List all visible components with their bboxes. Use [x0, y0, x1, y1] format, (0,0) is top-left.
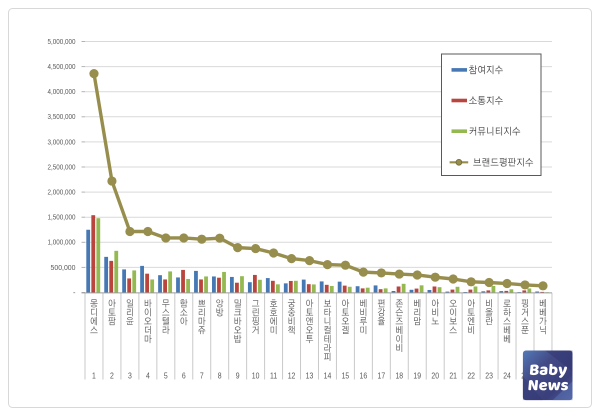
- svg-text:2: 2: [110, 371, 114, 381]
- svg-text:23: 23: [485, 371, 493, 381]
- svg-text:22: 22: [467, 371, 475, 381]
- svg-text:21: 21: [449, 371, 457, 381]
- svg-text:19: 19: [413, 371, 421, 381]
- svg-text:11: 11: [270, 371, 277, 381]
- svg-text:12: 12: [288, 371, 296, 381]
- svg-text:24: 24: [503, 371, 511, 381]
- svg-text:15: 15: [342, 371, 350, 381]
- svg-text:1: 1: [92, 371, 96, 381]
- svg-text:2,500,000: 2,500,000: [48, 162, 76, 171]
- svg-text:3: 3: [128, 371, 132, 381]
- svg-text:20: 20: [431, 371, 439, 381]
- svg-text:4,000,000: 4,000,000: [48, 87, 76, 96]
- svg-text:500,000: 500,000: [51, 263, 76, 272]
- svg-text:17: 17: [378, 371, 386, 381]
- svg-text:14: 14: [324, 371, 332, 381]
- svg-text:7: 7: [200, 371, 204, 381]
- svg-text:1,500,000: 1,500,000: [48, 213, 76, 222]
- svg-text:9: 9: [236, 371, 240, 381]
- svg-text:18: 18: [395, 371, 403, 381]
- svg-text:3,500,000: 3,500,000: [48, 112, 76, 121]
- svg-text:5: 5: [164, 371, 168, 381]
- svg-text:4,500,000: 4,500,000: [48, 62, 76, 71]
- svg-text:8: 8: [218, 371, 222, 381]
- svg-text:16: 16: [360, 371, 368, 381]
- svg-text:3,000,000: 3,000,000: [48, 137, 76, 146]
- svg-text:1,000,000: 1,000,000: [48, 238, 76, 247]
- svg-text:2,000,000: 2,000,000: [48, 188, 76, 197]
- svg-text:-: -: [73, 288, 76, 297]
- svg-text:5,000,000: 5,000,000: [48, 37, 76, 46]
- svg-text:4: 4: [146, 371, 150, 381]
- svg-text:6: 6: [182, 371, 186, 381]
- svg-text:13: 13: [306, 371, 314, 381]
- svg-text:10: 10: [252, 371, 260, 381]
